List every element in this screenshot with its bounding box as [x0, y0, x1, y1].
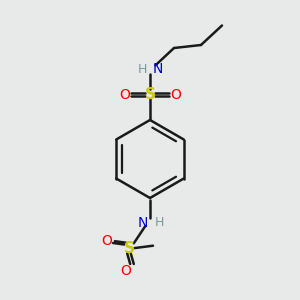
Text: N: N: [152, 62, 163, 76]
Text: O: O: [121, 264, 131, 278]
Text: H: H: [138, 62, 147, 76]
Text: O: O: [101, 234, 112, 248]
Text: O: O: [170, 88, 181, 101]
Text: S: S: [145, 87, 155, 102]
Text: N: N: [137, 216, 148, 230]
Text: H: H: [154, 216, 164, 229]
Text: S: S: [124, 241, 134, 256]
Text: O: O: [119, 88, 130, 101]
